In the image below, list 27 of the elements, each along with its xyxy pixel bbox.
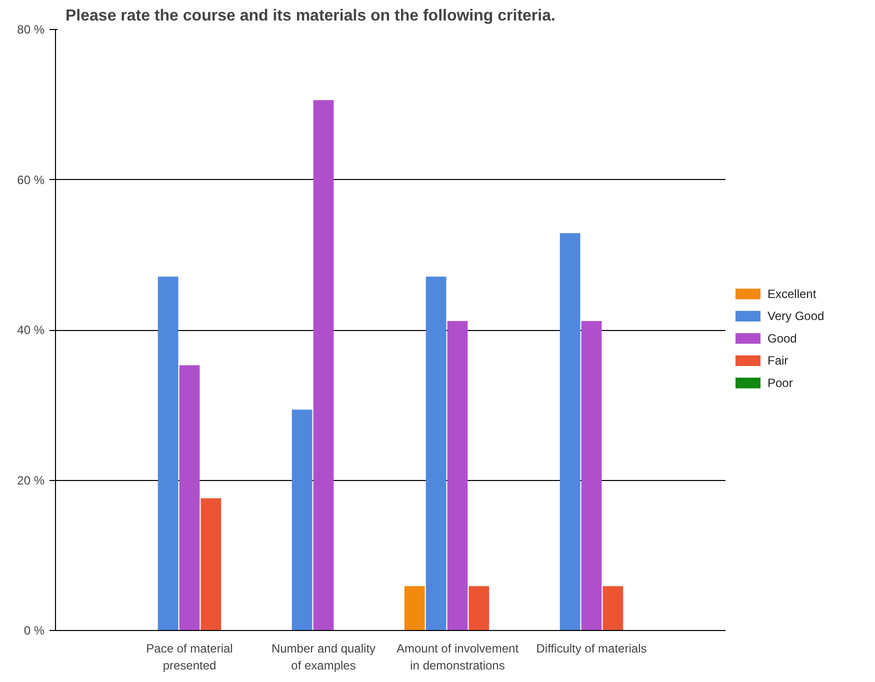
bar [602, 586, 624, 630]
bar [447, 320, 468, 630]
bar [158, 276, 178, 630]
bar [292, 410, 312, 630]
x-tick-label: Amount of involvement in demonstrations [396, 642, 520, 672]
y-tick-label: 40 % [17, 323, 45, 337]
bar [560, 233, 580, 630]
legend-label: Poor [768, 376, 793, 390]
bar [404, 586, 425, 630]
legend-label: Very Good [768, 309, 824, 324]
legend-label: Fair [768, 354, 788, 368]
x-tick-label: Pace of material presented [146, 642, 233, 672]
y-tick-label: 80 % [17, 22, 45, 36]
bar [179, 365, 200, 630]
y-tick-label: 20 % [17, 473, 45, 488]
chart-title: Please rate the course and its materials on the following criteria. [66, 8, 556, 24]
y-tick-label: 60 % [17, 172, 45, 187]
y-tick-label: 0 % [24, 624, 45, 638]
legend-label: Good [768, 331, 797, 346]
bar [581, 320, 602, 630]
bar [426, 276, 446, 630]
bar [313, 100, 334, 630]
x-tick-label: Number and quality of examples [271, 642, 376, 672]
bar [200, 498, 222, 630]
legend-label: Excellent [768, 286, 817, 301]
x-tick-label: Difficulty of materials [536, 642, 647, 656]
bar [468, 586, 490, 630]
